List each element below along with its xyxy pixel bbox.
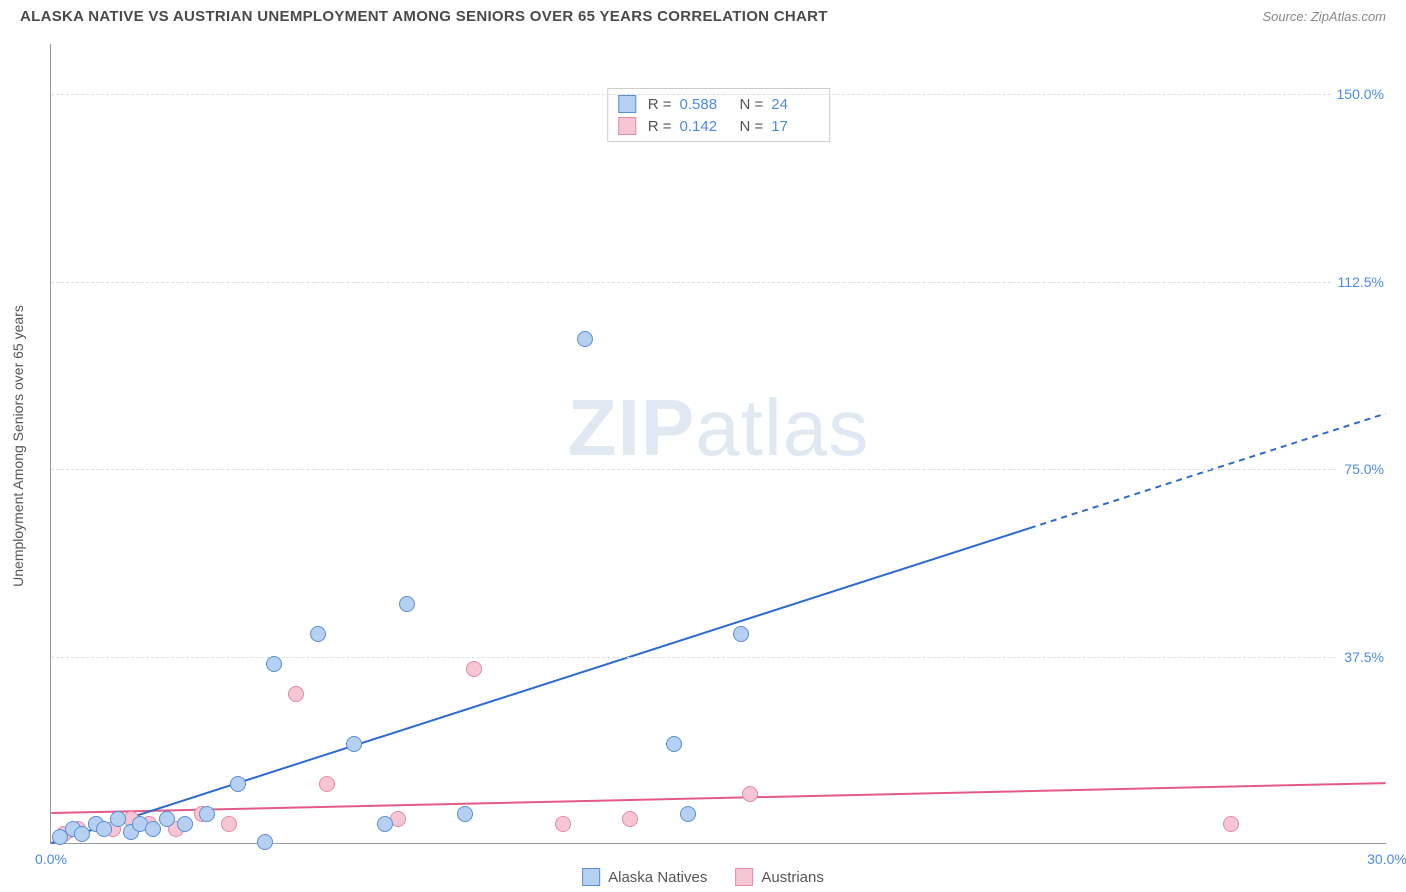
trend-lines: [51, 44, 1386, 843]
ytick-label: 37.5%: [1338, 649, 1390, 665]
legend-swatch-austrian: [735, 868, 753, 886]
title-bar: ALASKA NATIVE VS AUSTRIAN UNEMPLOYMENT A…: [0, 0, 1406, 29]
point-alaska: [680, 806, 696, 822]
point-alaska: [159, 811, 175, 827]
gridline: [51, 94, 1386, 95]
gridline: [51, 657, 1386, 658]
point-alaska: [257, 834, 273, 850]
gridline: [51, 282, 1386, 283]
point-alaska: [346, 736, 362, 752]
point-alaska: [230, 776, 246, 792]
point-austrian: [555, 816, 571, 832]
point-alaska: [145, 821, 161, 837]
point-alaska: [74, 826, 90, 842]
legend-swatch-alaska: [582, 868, 600, 886]
xtick-label: 0.0%: [35, 851, 67, 867]
point-alaska: [110, 811, 126, 827]
point-alaska: [199, 806, 215, 822]
point-alaska: [457, 806, 473, 822]
point-austrian: [742, 786, 758, 802]
point-alaska: [310, 626, 326, 642]
ytick-label: 75.0%: [1338, 461, 1390, 477]
y-axis-label: Unemployment Among Seniors over 65 years: [10, 305, 26, 587]
legend-item-alaska: Alaska Natives: [582, 868, 707, 886]
point-alaska: [666, 736, 682, 752]
gridline: [51, 469, 1386, 470]
swatch-austrian: [618, 117, 636, 135]
point-alaska: [577, 331, 593, 347]
point-alaska: [266, 656, 282, 672]
ytick-label: 112.5%: [1332, 274, 1390, 290]
point-alaska: [377, 816, 393, 832]
series-legend: Alaska Natives Austrians: [582, 868, 824, 886]
point-austrian: [1223, 816, 1239, 832]
stats-legend: R = 0.588 N = 24 R = 0.142 N = 17: [607, 88, 831, 142]
point-alaska: [733, 626, 749, 642]
chart-title: ALASKA NATIVE VS AUSTRIAN UNEMPLOYMENT A…: [20, 8, 828, 25]
point-alaska: [399, 596, 415, 612]
point-austrian: [466, 661, 482, 677]
point-austrian: [319, 776, 335, 792]
point-alaska: [177, 816, 193, 832]
plot-area: ZIPatlas R = 0.588 N = 24 R = 0.142 N = …: [50, 44, 1386, 844]
watermark: ZIPatlas: [568, 382, 869, 474]
point-alaska: [96, 821, 112, 837]
xtick-label: 30.0%: [1367, 851, 1406, 867]
stats-row-alaska: R = 0.588 N = 24: [618, 93, 820, 115]
source-label: Source: ZipAtlas.com: [1262, 9, 1386, 24]
swatch-alaska: [618, 95, 636, 113]
stats-row-austrian: R = 0.142 N = 17: [618, 115, 820, 137]
point-austrian: [288, 686, 304, 702]
legend-item-austrian: Austrians: [735, 868, 824, 886]
point-austrian: [622, 811, 638, 827]
point-austrian: [221, 816, 237, 832]
ytick-label: 150.0%: [1331, 86, 1390, 102]
